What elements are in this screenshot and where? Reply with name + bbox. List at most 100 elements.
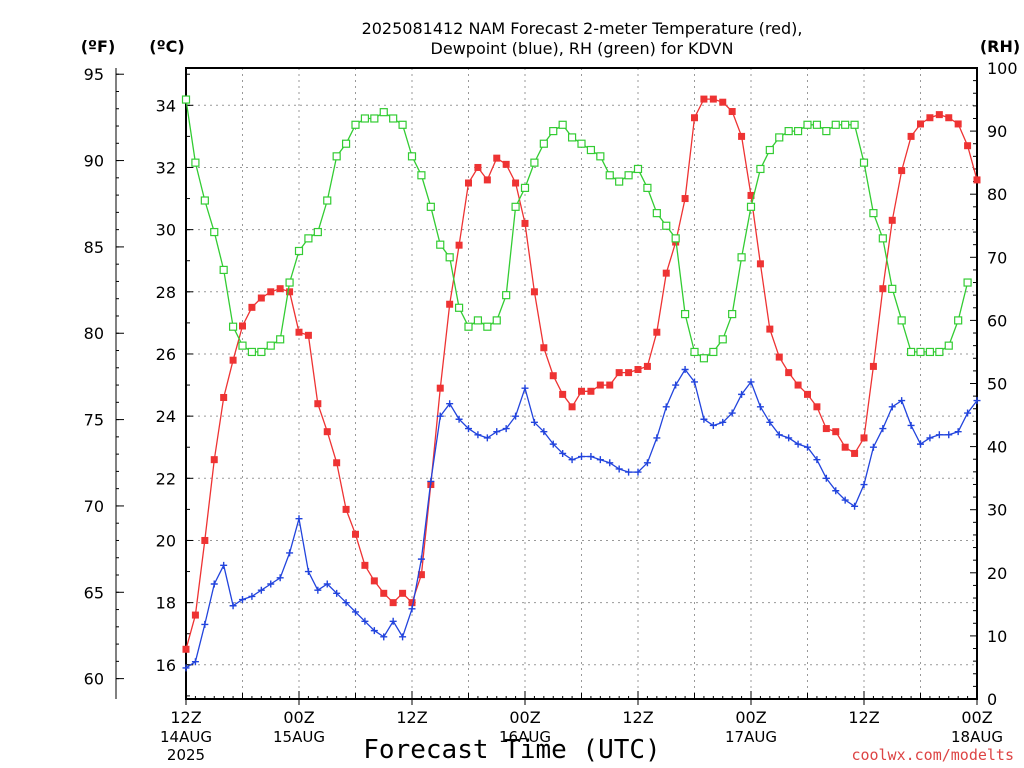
dewpoint-point: [210, 580, 218, 588]
rh-point: [200, 196, 209, 205]
temperature-point: [945, 114, 953, 122]
credit-text: coolwx.com/modelts: [851, 746, 1014, 764]
dewpoint-point: [493, 428, 501, 436]
temperature-point: [766, 325, 774, 333]
temperature-point: [738, 132, 746, 140]
temperature-point: [474, 163, 482, 171]
dewpoint-point: [239, 596, 246, 604]
dewpoint-point: [314, 586, 322, 594]
temperature-point: [210, 456, 218, 464]
dewpoint-point: [869, 443, 877, 451]
time-tick-date: 18AUG: [951, 728, 1003, 746]
dewpoint-point: [681, 366, 689, 374]
rh-point: [567, 133, 577, 142]
dewpoint-point: [596, 456, 604, 464]
time-tick-label: 12Z: [170, 708, 201, 727]
temperature-point: [342, 505, 350, 513]
rh-point: [652, 209, 661, 218]
temperature-point: [323, 428, 331, 436]
dewpoint-point: [191, 658, 199, 666]
rh-point: [247, 347, 257, 357]
celsius-axis-label: (ºC): [149, 37, 184, 56]
rh-point: [906, 347, 916, 357]
temperature-point: [832, 428, 840, 436]
rh-point: [690, 347, 699, 357]
rh-point: [389, 114, 398, 123]
rh-point: [483, 322, 492, 331]
time-tick-label: 00Z: [735, 708, 766, 727]
rh-point: [323, 196, 332, 205]
celsius-tick-label: 30: [156, 221, 176, 240]
rh-point: [313, 227, 322, 237]
celsius-tick-label: 24: [156, 407, 176, 426]
dewpoint-point: [841, 496, 849, 504]
dewpoint-point: [832, 487, 840, 495]
rh-point: [228, 322, 238, 331]
temperature-point: [229, 356, 237, 364]
rh-point: [935, 347, 944, 357]
celsius-tick-label: 18: [156, 594, 176, 613]
rh-point: [285, 278, 294, 287]
rh-point: [793, 126, 803, 136]
rh-tick-label: 40: [987, 438, 1007, 457]
temperature-point: [653, 328, 661, 336]
time-tick-year: 2025: [167, 746, 205, 764]
rh-tick-label: 50: [987, 375, 1007, 394]
temperature-point: [596, 381, 604, 389]
series-layer: [181, 95, 981, 672]
dewpoint-point: [775, 431, 783, 439]
temperature-point: [267, 288, 275, 296]
temperature-point: [879, 285, 887, 293]
dewpoint-point: [455, 415, 463, 423]
dewpoint-point: [785, 434, 793, 442]
rh-point: [464, 322, 473, 331]
temperature-point: [681, 195, 689, 203]
temperature-point: [719, 98, 727, 106]
temperature-point: [747, 191, 755, 199]
temperature-point: [888, 216, 896, 224]
dewpoint-point: [370, 627, 378, 635]
dewpoint-point: [286, 549, 294, 557]
temperature-point: [540, 344, 548, 352]
dewpoint-point: [606, 459, 614, 467]
rh-point: [671, 234, 680, 243]
temperature-point: [257, 294, 265, 302]
temperature-point: [662, 269, 670, 277]
temperature-point: [408, 599, 416, 607]
dewpoint-point: [728, 409, 736, 417]
rh-point: [859, 158, 869, 167]
temperature-point: [191, 611, 199, 619]
dewpoint-point: [549, 440, 557, 448]
rh-point: [699, 354, 709, 363]
dewpoint-point: [267, 580, 275, 588]
celsius-tick-label: 32: [156, 158, 176, 177]
dewpoint-point: [436, 412, 444, 420]
rh-point: [680, 309, 690, 319]
rh-point: [605, 171, 614, 180]
rh-point: [615, 177, 624, 186]
temperature-point: [314, 400, 322, 408]
temperature-point: [898, 167, 906, 175]
series-line-rh: [185, 99, 969, 360]
rh-point: [492, 316, 501, 325]
rh-point: [370, 114, 379, 123]
temperature-point: [276, 285, 284, 293]
dewpoint-point: [634, 468, 642, 476]
rh-point: [520, 183, 530, 192]
rh-tick-label: 70: [987, 248, 1007, 267]
rh-point: [709, 347, 718, 357]
dewpoint-point: [719, 418, 727, 426]
rh-point: [756, 164, 765, 174]
temperature-point: [935, 111, 943, 119]
dewpoint-point: [860, 481, 868, 489]
temperature-point: [804, 390, 811, 398]
rh-point: [530, 158, 539, 167]
temperature-point: [568, 403, 576, 411]
rh-point: [878, 234, 887, 243]
rh-tick-label: 30: [987, 501, 1007, 520]
temperature-point: [625, 369, 633, 377]
rh-point: [511, 202, 520, 211]
dewpoint-point: [945, 431, 953, 439]
rh-point: [191, 158, 200, 167]
rh-axis: 0 10 20 30 40 50 60 70 80 90 100: [970, 59, 1018, 709]
